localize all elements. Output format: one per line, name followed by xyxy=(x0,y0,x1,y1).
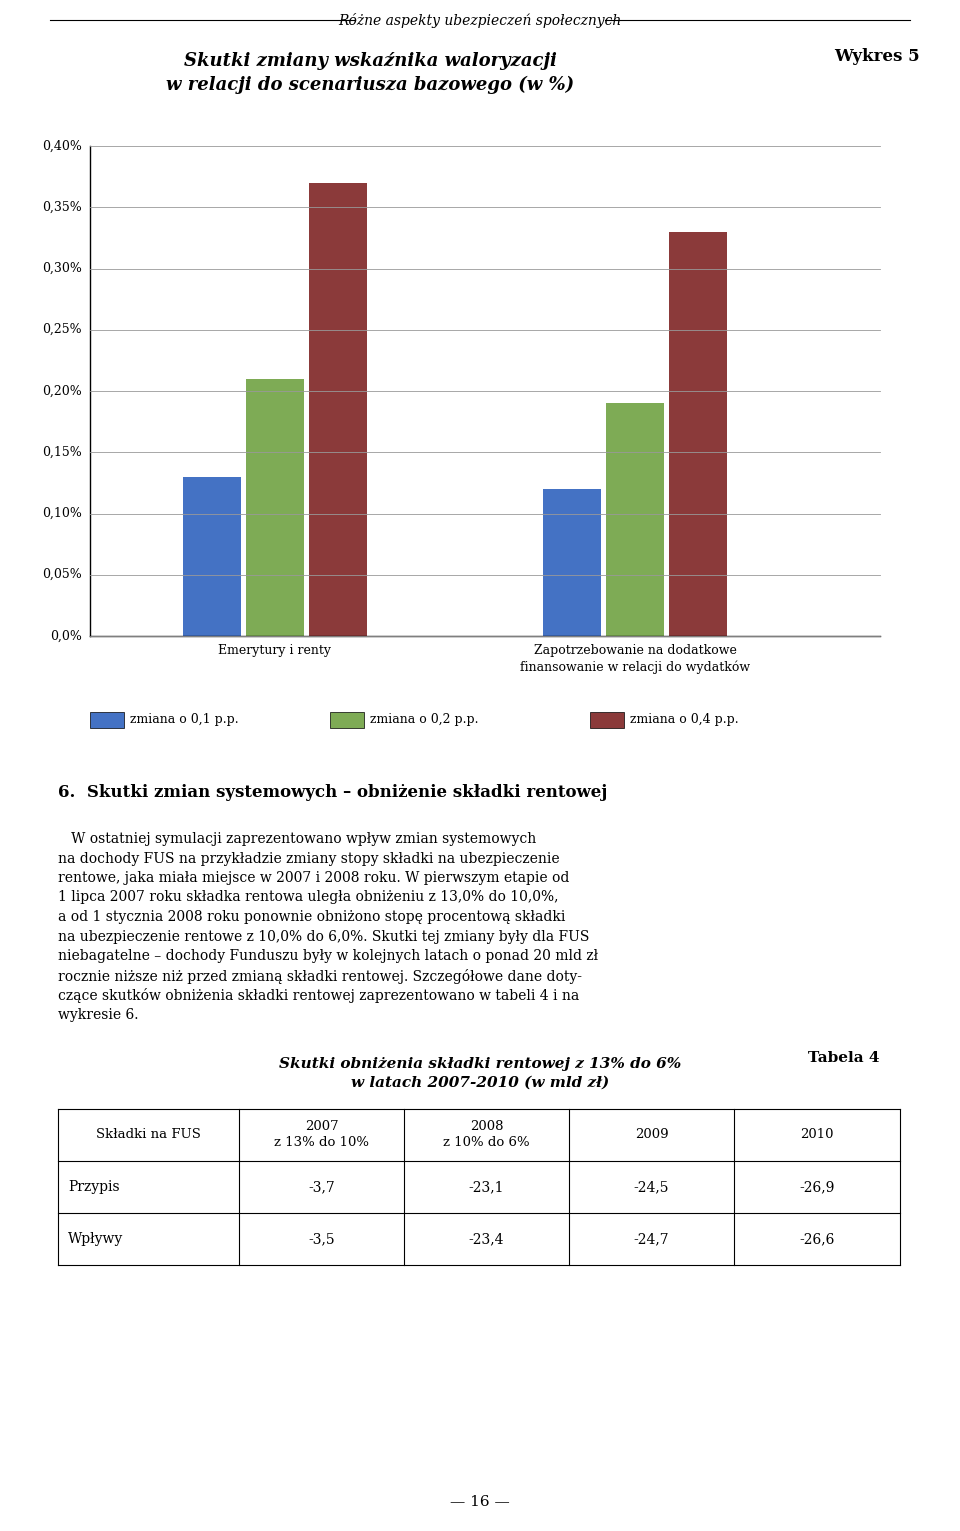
Text: Skutki zmiany wskaźnika waloryzacji
w relacji do scenariusza bazowego (w %): Skutki zmiany wskaźnika waloryzacji w re… xyxy=(166,52,574,93)
Text: Tabela 4: Tabela 4 xyxy=(808,1050,880,1066)
Text: 2010: 2010 xyxy=(801,1128,834,1142)
Text: 0,0%: 0,0% xyxy=(50,629,82,643)
Text: -26,9: -26,9 xyxy=(800,1180,835,1194)
Text: 2008
z 10% do 6%: 2008 z 10% do 6% xyxy=(444,1121,530,1150)
Text: Skutki obniżenia składki rentowej z 13% do 6%
w latach 2007-2010 (w mld zł): Skutki obniżenia składki rentowej z 13% … xyxy=(278,1056,682,1090)
Text: -26,6: -26,6 xyxy=(800,1232,835,1246)
Text: zmiana o 0,1 p.p.: zmiana o 0,1 p.p. xyxy=(130,713,239,727)
Text: na dochody FUS na przykładzie zmiany stopy składki na ubezpieczenie: na dochody FUS na przykładzie zmiany sto… xyxy=(58,851,560,865)
Text: 0,15%: 0,15% xyxy=(42,446,82,459)
Text: -3,7: -3,7 xyxy=(308,1180,335,1194)
Text: na ubezpieczenie rentowe z 10,0% do 6,0%. Skutki tej zmiany były dla FUS: na ubezpieczenie rentowe z 10,0% do 6,0%… xyxy=(58,929,589,943)
Text: Wykres 5: Wykres 5 xyxy=(834,47,920,64)
Text: 0,20%: 0,20% xyxy=(42,384,82,398)
Text: W ostatniej symulacji zaprezentowano wpływ zmian systemowych: W ostatniej symulacji zaprezentowano wpł… xyxy=(58,831,537,847)
Text: -23,4: -23,4 xyxy=(468,1232,504,1246)
Text: 0,40%: 0,40% xyxy=(42,139,82,153)
Text: 6.  Skutki zmian systemowych – obniżenie składki rentowej: 6. Skutki zmian systemowych – obniżenie … xyxy=(58,784,608,801)
Bar xyxy=(90,712,124,729)
Text: a od 1 stycznia 2008 roku ponownie obniżono stopę procentową składki: a od 1 stycznia 2008 roku ponownie obniż… xyxy=(58,909,565,925)
Bar xyxy=(543,488,601,635)
Text: zmiana o 0,2 p.p.: zmiana o 0,2 p.p. xyxy=(370,713,478,727)
Text: 0,10%: 0,10% xyxy=(42,507,82,521)
Bar xyxy=(183,476,241,635)
Text: Wpływy: Wpływy xyxy=(68,1232,123,1246)
Text: Przypis: Przypis xyxy=(68,1180,120,1194)
Text: Różne aspekty ubezpieczeń społecznych: Różne aspekty ubezpieczeń społecznych xyxy=(338,12,622,28)
Text: Zapotrzebowanie na dodatkowe
finansowanie w relacji do wydatków: Zapotrzebowanie na dodatkowe finansowani… xyxy=(520,645,750,674)
Text: 0,05%: 0,05% xyxy=(42,568,82,582)
Bar xyxy=(669,231,727,635)
Text: 0,25%: 0,25% xyxy=(42,323,82,337)
Text: -24,7: -24,7 xyxy=(634,1232,669,1246)
Bar xyxy=(606,403,664,635)
Text: -3,5: -3,5 xyxy=(308,1232,335,1246)
Text: -23,1: -23,1 xyxy=(468,1180,504,1194)
Text: Emerytury i renty: Emerytury i renty xyxy=(219,645,331,657)
Text: rentowe, jaka miała miejsce w 2007 i 2008 roku. W pierwszym etapie od: rentowe, jaka miała miejsce w 2007 i 200… xyxy=(58,871,569,885)
Text: niebagatelne – dochody Funduszu były w kolejnych latach o ponad 20 mld zł: niebagatelne – dochody Funduszu były w k… xyxy=(58,949,598,963)
Text: 0,35%: 0,35% xyxy=(42,201,82,214)
Text: zmiana o 0,4 p.p.: zmiana o 0,4 p.p. xyxy=(630,713,738,727)
Bar xyxy=(590,712,624,729)
Bar xyxy=(330,712,364,729)
Text: rocznie niższe niż przed zmianą składki rentowej. Szczegółowe dane doty-: rocznie niższe niż przed zmianą składki … xyxy=(58,969,582,983)
Text: 0,30%: 0,30% xyxy=(42,262,82,276)
Text: Składki na FUS: Składki na FUS xyxy=(96,1128,201,1142)
Bar xyxy=(309,182,367,635)
Text: — 16 —: — 16 — xyxy=(450,1494,510,1510)
Text: czące skutków obniżenia składki rentowej zaprezentowano w tabeli 4 i na: czące skutków obniżenia składki rentowej… xyxy=(58,987,579,1003)
Text: -24,5: -24,5 xyxy=(634,1180,669,1194)
Text: wykresie 6.: wykresie 6. xyxy=(58,1007,138,1021)
Bar xyxy=(246,378,304,635)
Text: 2007
z 13% do 10%: 2007 z 13% do 10% xyxy=(274,1121,369,1150)
Text: 1 lipca 2007 roku składka rentowa uległa obniżeniu z 13,0% do 10,0%,: 1 lipca 2007 roku składka rentowa uległa… xyxy=(58,891,559,905)
Text: 2009: 2009 xyxy=(635,1128,668,1142)
